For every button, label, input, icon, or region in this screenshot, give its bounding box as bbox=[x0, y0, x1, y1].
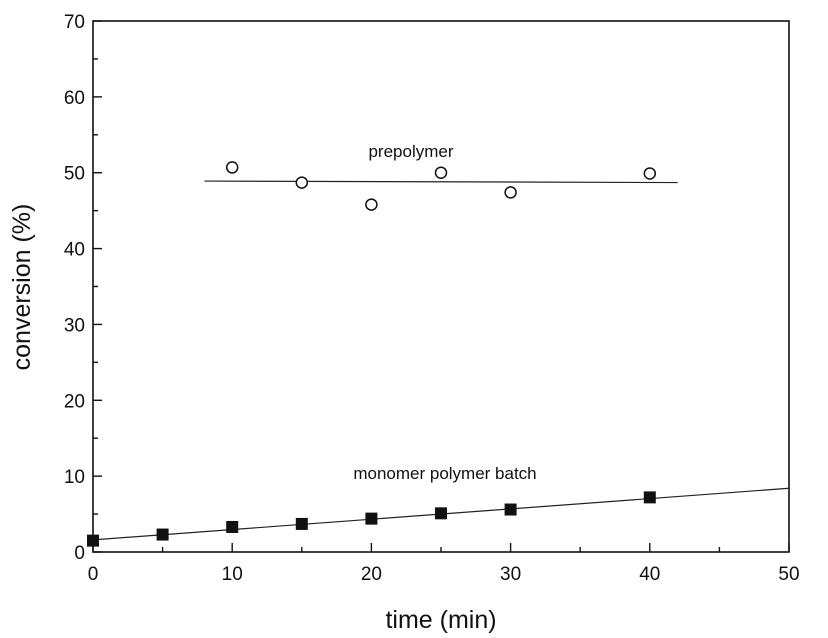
y-tick-label: 20 bbox=[64, 391, 85, 412]
x-tick-label: 40 bbox=[639, 564, 660, 585]
y-tick-label: 10 bbox=[64, 467, 85, 488]
point-filled-square bbox=[295, 517, 308, 530]
point-open-circle bbox=[295, 176, 309, 189]
point-open-circle bbox=[365, 198, 378, 211]
point-filled-square bbox=[435, 507, 447, 520]
point-filled-square bbox=[365, 512, 378, 525]
x-tick-label: 0 bbox=[88, 564, 99, 585]
y-tick-label: 30 bbox=[64, 315, 85, 336]
x-tick-label: 50 bbox=[778, 564, 799, 585]
y-tick-label: 0 bbox=[74, 543, 85, 564]
point-filled-square bbox=[87, 534, 99, 547]
x-tick-label: 30 bbox=[500, 564, 521, 585]
x-tick-label: 10 bbox=[222, 564, 243, 585]
y-axis-title: conversion (%) bbox=[8, 204, 36, 371]
y-tick-label: 70 bbox=[64, 12, 85, 33]
point-filled-square bbox=[643, 491, 656, 504]
point-open-circle bbox=[504, 186, 517, 199]
data-points bbox=[87, 161, 657, 547]
axis-ticks: 0 10 20 30 40 50 0 10 20 30 40 50 60 70 bbox=[64, 12, 800, 585]
point-filled-square bbox=[156, 528, 169, 541]
point-filled-square bbox=[504, 503, 517, 516]
x-axis-title: time (min) bbox=[385, 606, 496, 634]
fit-lines bbox=[92, 180, 790, 541]
point-open-circle bbox=[225, 161, 239, 174]
point-filled-square bbox=[226, 520, 239, 533]
x-tick-label: 20 bbox=[361, 564, 382, 585]
point-open-circle bbox=[643, 167, 657, 180]
annotation-prepolymer: prepolymer bbox=[368, 142, 453, 161]
y-tick-label: 60 bbox=[64, 88, 85, 109]
fit-line-series-0 bbox=[204, 180, 678, 184]
annotation-monomer-polymer-batch: monomer polymer batch bbox=[353, 464, 536, 483]
point-open-circle bbox=[434, 166, 448, 179]
y-tick-label: 40 bbox=[64, 240, 85, 261]
y-tick-label: 50 bbox=[64, 164, 85, 185]
